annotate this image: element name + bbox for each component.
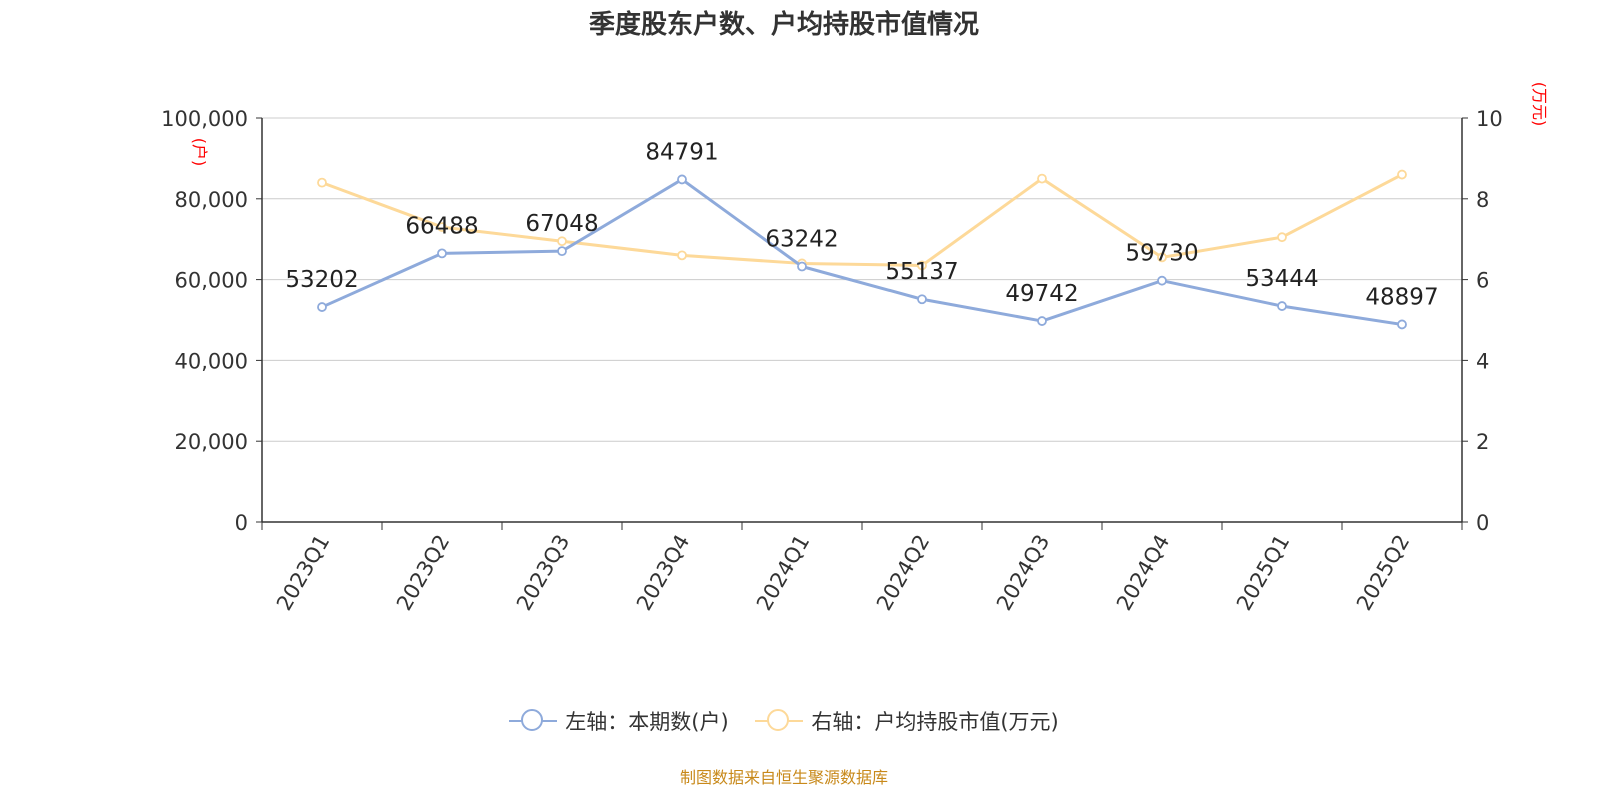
y-left-tick-label: 80,000	[175, 188, 248, 212]
legend-item-left-series[interactable]: 左轴：本期数(户)	[509, 706, 729, 736]
data-label-left: 49742	[1005, 281, 1078, 307]
y-left-tick-label: 0	[235, 511, 248, 535]
legend-label-left-series: 左轴：本期数(户)	[565, 710, 729, 734]
y-left-tick-label: 40,000	[175, 349, 248, 373]
data-point-left	[917, 294, 927, 305]
x-tick-label: 2023Q1	[272, 531, 334, 615]
legend: 左轴：本期数(户) 右轴：户均持股市值(万元)	[0, 706, 1568, 739]
source-note: 制图数据来自恒生聚源数据库	[679, 768, 888, 787]
data-point-right	[557, 236, 567, 247]
y-left-tick-label: 100,000	[161, 107, 248, 131]
legend-swatch-left-series	[509, 708, 558, 734]
x-tick-label: 2023Q3	[512, 531, 574, 615]
data-point-left	[1397, 319, 1407, 330]
data-point-right	[917, 260, 927, 271]
y-right-unit-label: (万元)	[1530, 82, 1549, 127]
x-tick-label: 2024Q3	[992, 531, 1054, 615]
data-point-left	[797, 261, 807, 272]
data-label-left: 59730	[1125, 241, 1198, 267]
series-line-left	[321, 177, 1403, 326]
series-line-right	[321, 173, 1403, 267]
data-label-left: 67048	[525, 211, 598, 237]
data-label-left: 84791	[645, 139, 718, 165]
data-point-right	[1397, 169, 1407, 180]
data-label-left: 53444	[1245, 266, 1318, 292]
data-label-left: 48897	[1365, 284, 1438, 310]
data-point-right	[317, 177, 327, 188]
data-label-left: 63242	[765, 227, 838, 253]
data-point-left	[1157, 275, 1167, 286]
data-label-left: 53202	[285, 267, 358, 293]
data-point-right	[1037, 173, 1047, 184]
y-right-tick-label: 10	[1476, 107, 1503, 131]
data-label-left: 55137	[885, 259, 958, 285]
legend-label-right-series: 右轴：户均持股市值(万元)	[811, 710, 1059, 734]
data-point-left	[317, 302, 327, 312]
x-tick-label: 2024Q1	[752, 531, 814, 615]
y-right-tick-label: 8	[1476, 188, 1489, 212]
y-right-tick-label: 4	[1476, 349, 1489, 373]
x-tick-label: 2023Q2	[392, 531, 454, 615]
x-tick-label: 2025Q2	[1352, 531, 1414, 615]
data-point-right	[1277, 232, 1287, 243]
data-point-left	[1277, 301, 1287, 311]
data-point-left	[437, 248, 447, 259]
data-point-right	[677, 250, 687, 261]
x-tick-label: 2024Q4	[1112, 531, 1174, 615]
legend-item-right-series[interactable]: 右轴：户均持股市值(万元)	[755, 706, 1059, 736]
x-tick-label: 2025Q1	[1232, 531, 1294, 615]
y-left-tick-label: 60,000	[175, 269, 248, 293]
y-right-tick-label: 2	[1476, 430, 1489, 454]
data-label-left: 66488	[405, 213, 478, 239]
x-tick-label: 2024Q2	[872, 531, 934, 615]
legend-swatch-right-series	[755, 708, 804, 734]
y-left-tick-label: 20,000	[175, 430, 248, 454]
y-right-tick-label: 0	[1476, 511, 1489, 535]
y-left-unit-label: (户)	[190, 138, 209, 167]
data-point-left	[557, 246, 567, 257]
data-point-left	[1037, 316, 1047, 326]
data-point-right	[437, 222, 447, 232]
y-right-tick-label: 6	[1476, 269, 1489, 293]
x-tick-label: 2023Q4	[632, 531, 694, 615]
data-point-left	[677, 174, 687, 185]
chart-title: 季度股东户数、户均持股市值情况	[588, 10, 979, 40]
data-point-right	[1157, 252, 1167, 263]
